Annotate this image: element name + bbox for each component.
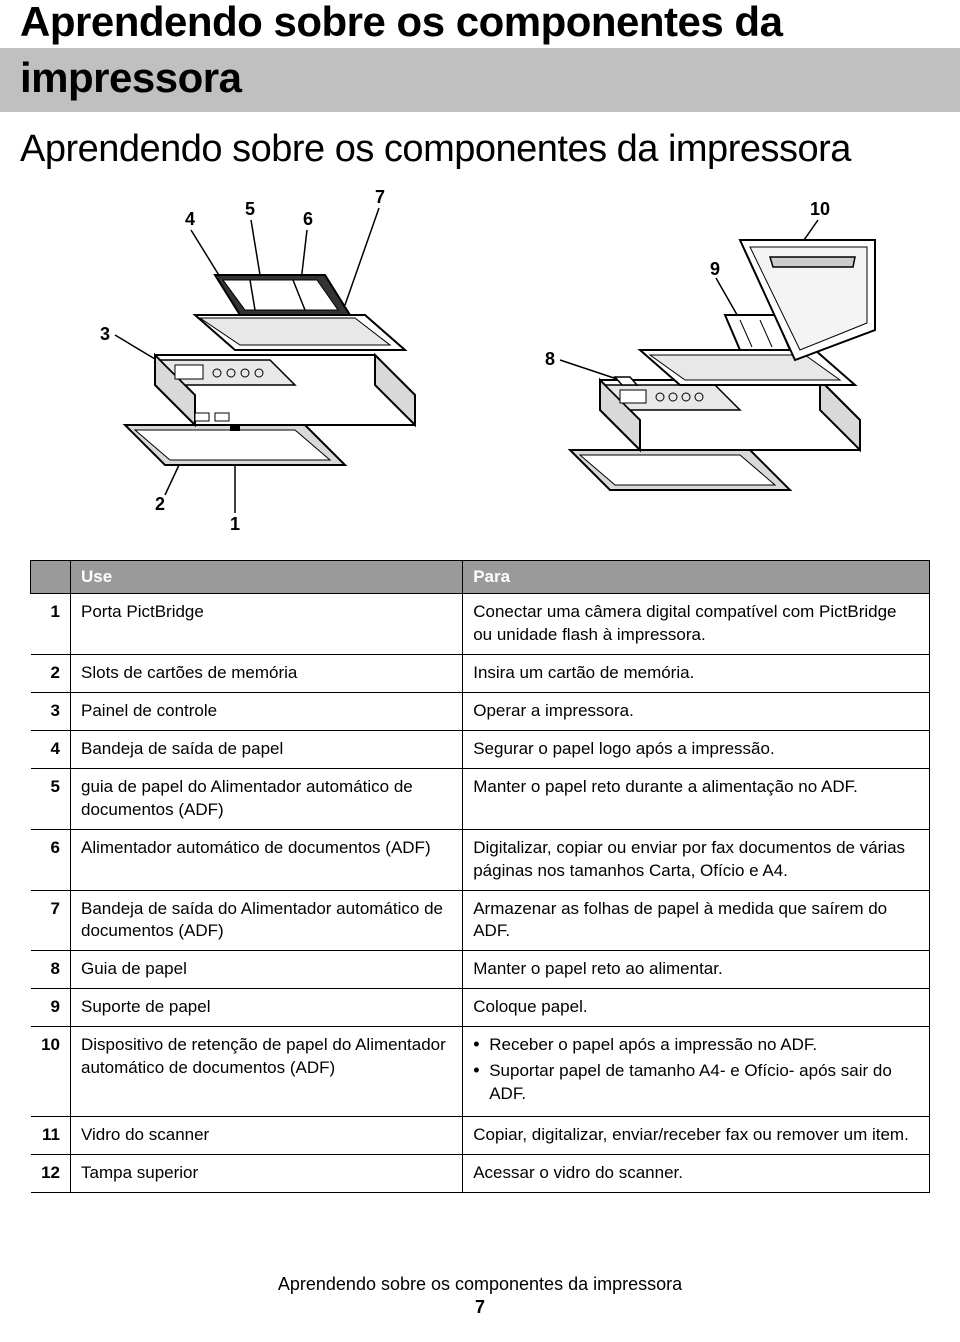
row-number: 10 (31, 1027, 71, 1117)
row-number: 9 (31, 989, 71, 1027)
table-row: 11Vidro do scannerCopiar, digitalizar, e… (31, 1117, 930, 1155)
row-number: 12 (31, 1155, 71, 1193)
table-row: 5guia de papel do Alimentador automático… (31, 768, 930, 829)
table-header-blank (31, 561, 71, 594)
footer-page-number: 7 (0, 1297, 960, 1318)
row-para: Manter o papel reto ao alimentar. (463, 951, 930, 989)
row-number: 3 (31, 692, 71, 730)
row-use: Dispositivo de retenção de papel do Alim… (71, 1027, 463, 1117)
printer-diagram: 4 5 6 7 3 2 1 (0, 180, 960, 550)
row-para: Receber o papel após a impressão no ADF.… (463, 1027, 930, 1117)
row-para: Copiar, digitalizar, enviar/receber fax … (463, 1117, 930, 1155)
svg-text:9: 9 (710, 259, 720, 279)
table-row: 7Bandeja de saída do Alimentador automát… (31, 890, 930, 951)
svg-text:10: 10 (810, 199, 830, 219)
row-use: Tampa superior (71, 1155, 463, 1193)
row-use: Bandeja de saída do Alimentador automáti… (71, 890, 463, 951)
footer-title: Aprendendo sobre os componentes da impre… (0, 1274, 960, 1295)
row-use: Suporte de papel (71, 989, 463, 1027)
row-use: guia de papel do Alimentador automático … (71, 768, 463, 829)
printer-left-illustration: 4 5 6 7 3 2 1 (45, 185, 475, 545)
row-number: 5 (31, 768, 71, 829)
table-row: 3Painel de controleOperar a impressora. (31, 692, 930, 730)
row-number: 2 (31, 654, 71, 692)
title-line-1: Aprendendo sobre os componentes da (20, 0, 782, 45)
page-title: Aprendendo sobre os componentes da impre… (0, 0, 960, 112)
row-para: Digitalizar, copiar ou enviar por fax do… (463, 829, 930, 890)
row-number: 6 (31, 829, 71, 890)
table-row: 9Suporte de papelColoque papel. (31, 989, 930, 1027)
bullet-list: Receber o papel após a impressão no ADF.… (473, 1034, 919, 1106)
svg-text:4: 4 (185, 209, 195, 229)
row-use: Porta PictBridge (71, 594, 463, 655)
row-number: 4 (31, 730, 71, 768)
table-row: 4Bandeja de saída de papelSegurar o pape… (31, 730, 930, 768)
table-header-para: Para (463, 561, 930, 594)
table-row: 10Dispositivo de retenção de papel do Al… (31, 1027, 930, 1117)
row-use: Alimentador automático de documentos (AD… (71, 829, 463, 890)
table-row: 6Alimentador automático de documentos (A… (31, 829, 930, 890)
row-use: Vidro do scanner (71, 1117, 463, 1155)
table-row: 2Slots de cartões de memóriaInsira um ca… (31, 654, 930, 692)
page-footer: Aprendendo sobre os componentes da impre… (0, 1274, 960, 1318)
section-subtitle: Aprendendo sobre os componentes da impre… (0, 112, 960, 180)
row-use: Bandeja de saída de papel (71, 730, 463, 768)
svg-text:6: 6 (303, 209, 313, 229)
svg-text:3: 3 (100, 324, 110, 344)
row-number: 8 (31, 951, 71, 989)
svg-text:2: 2 (155, 494, 165, 514)
row-para: Manter o papel reto durante a alimentaçã… (463, 768, 930, 829)
row-para: Operar a impressora. (463, 692, 930, 730)
row-number: 7 (31, 890, 71, 951)
table-header-use: Use (71, 561, 463, 594)
svg-text:7: 7 (375, 187, 385, 207)
row-para: Conectar uma câmera digital compatível c… (463, 594, 930, 655)
table-header-row: Use Para (31, 561, 930, 594)
row-use: Painel de controle (71, 692, 463, 730)
svg-text:1: 1 (230, 514, 240, 534)
table-row: 12Tampa superiorAcessar o vidro do scann… (31, 1155, 930, 1193)
title-line-2: impressora (20, 54, 241, 101)
svg-text:5: 5 (245, 199, 255, 219)
row-number: 11 (31, 1117, 71, 1155)
row-para: Coloque papel. (463, 989, 930, 1027)
row-para: Segurar o papel logo após a impressão. (463, 730, 930, 768)
row-use: Guia de papel (71, 951, 463, 989)
components-table: Use Para 1Porta PictBridgeConectar uma c… (30, 560, 930, 1193)
table-row: 8Guia de papelManter o papel reto ao ali… (31, 951, 930, 989)
bullet-item: Receber o papel após a impressão no ADF. (473, 1034, 919, 1057)
row-para: Insira um cartão de memória. (463, 654, 930, 692)
svg-text:8: 8 (545, 349, 555, 369)
bullet-item: Suportar papel de tamanho A4- e Ofício- … (473, 1060, 919, 1106)
printer-right-illustration: 10 9 8 (515, 185, 915, 545)
row-use: Slots de cartões de memória (71, 654, 463, 692)
row-para: Acessar o vidro do scanner. (463, 1155, 930, 1193)
row-para: Armazenar as folhas de papel à medida qu… (463, 890, 930, 951)
table-row: 1Porta PictBridgeConectar uma câmera dig… (31, 594, 930, 655)
row-number: 1 (31, 594, 71, 655)
